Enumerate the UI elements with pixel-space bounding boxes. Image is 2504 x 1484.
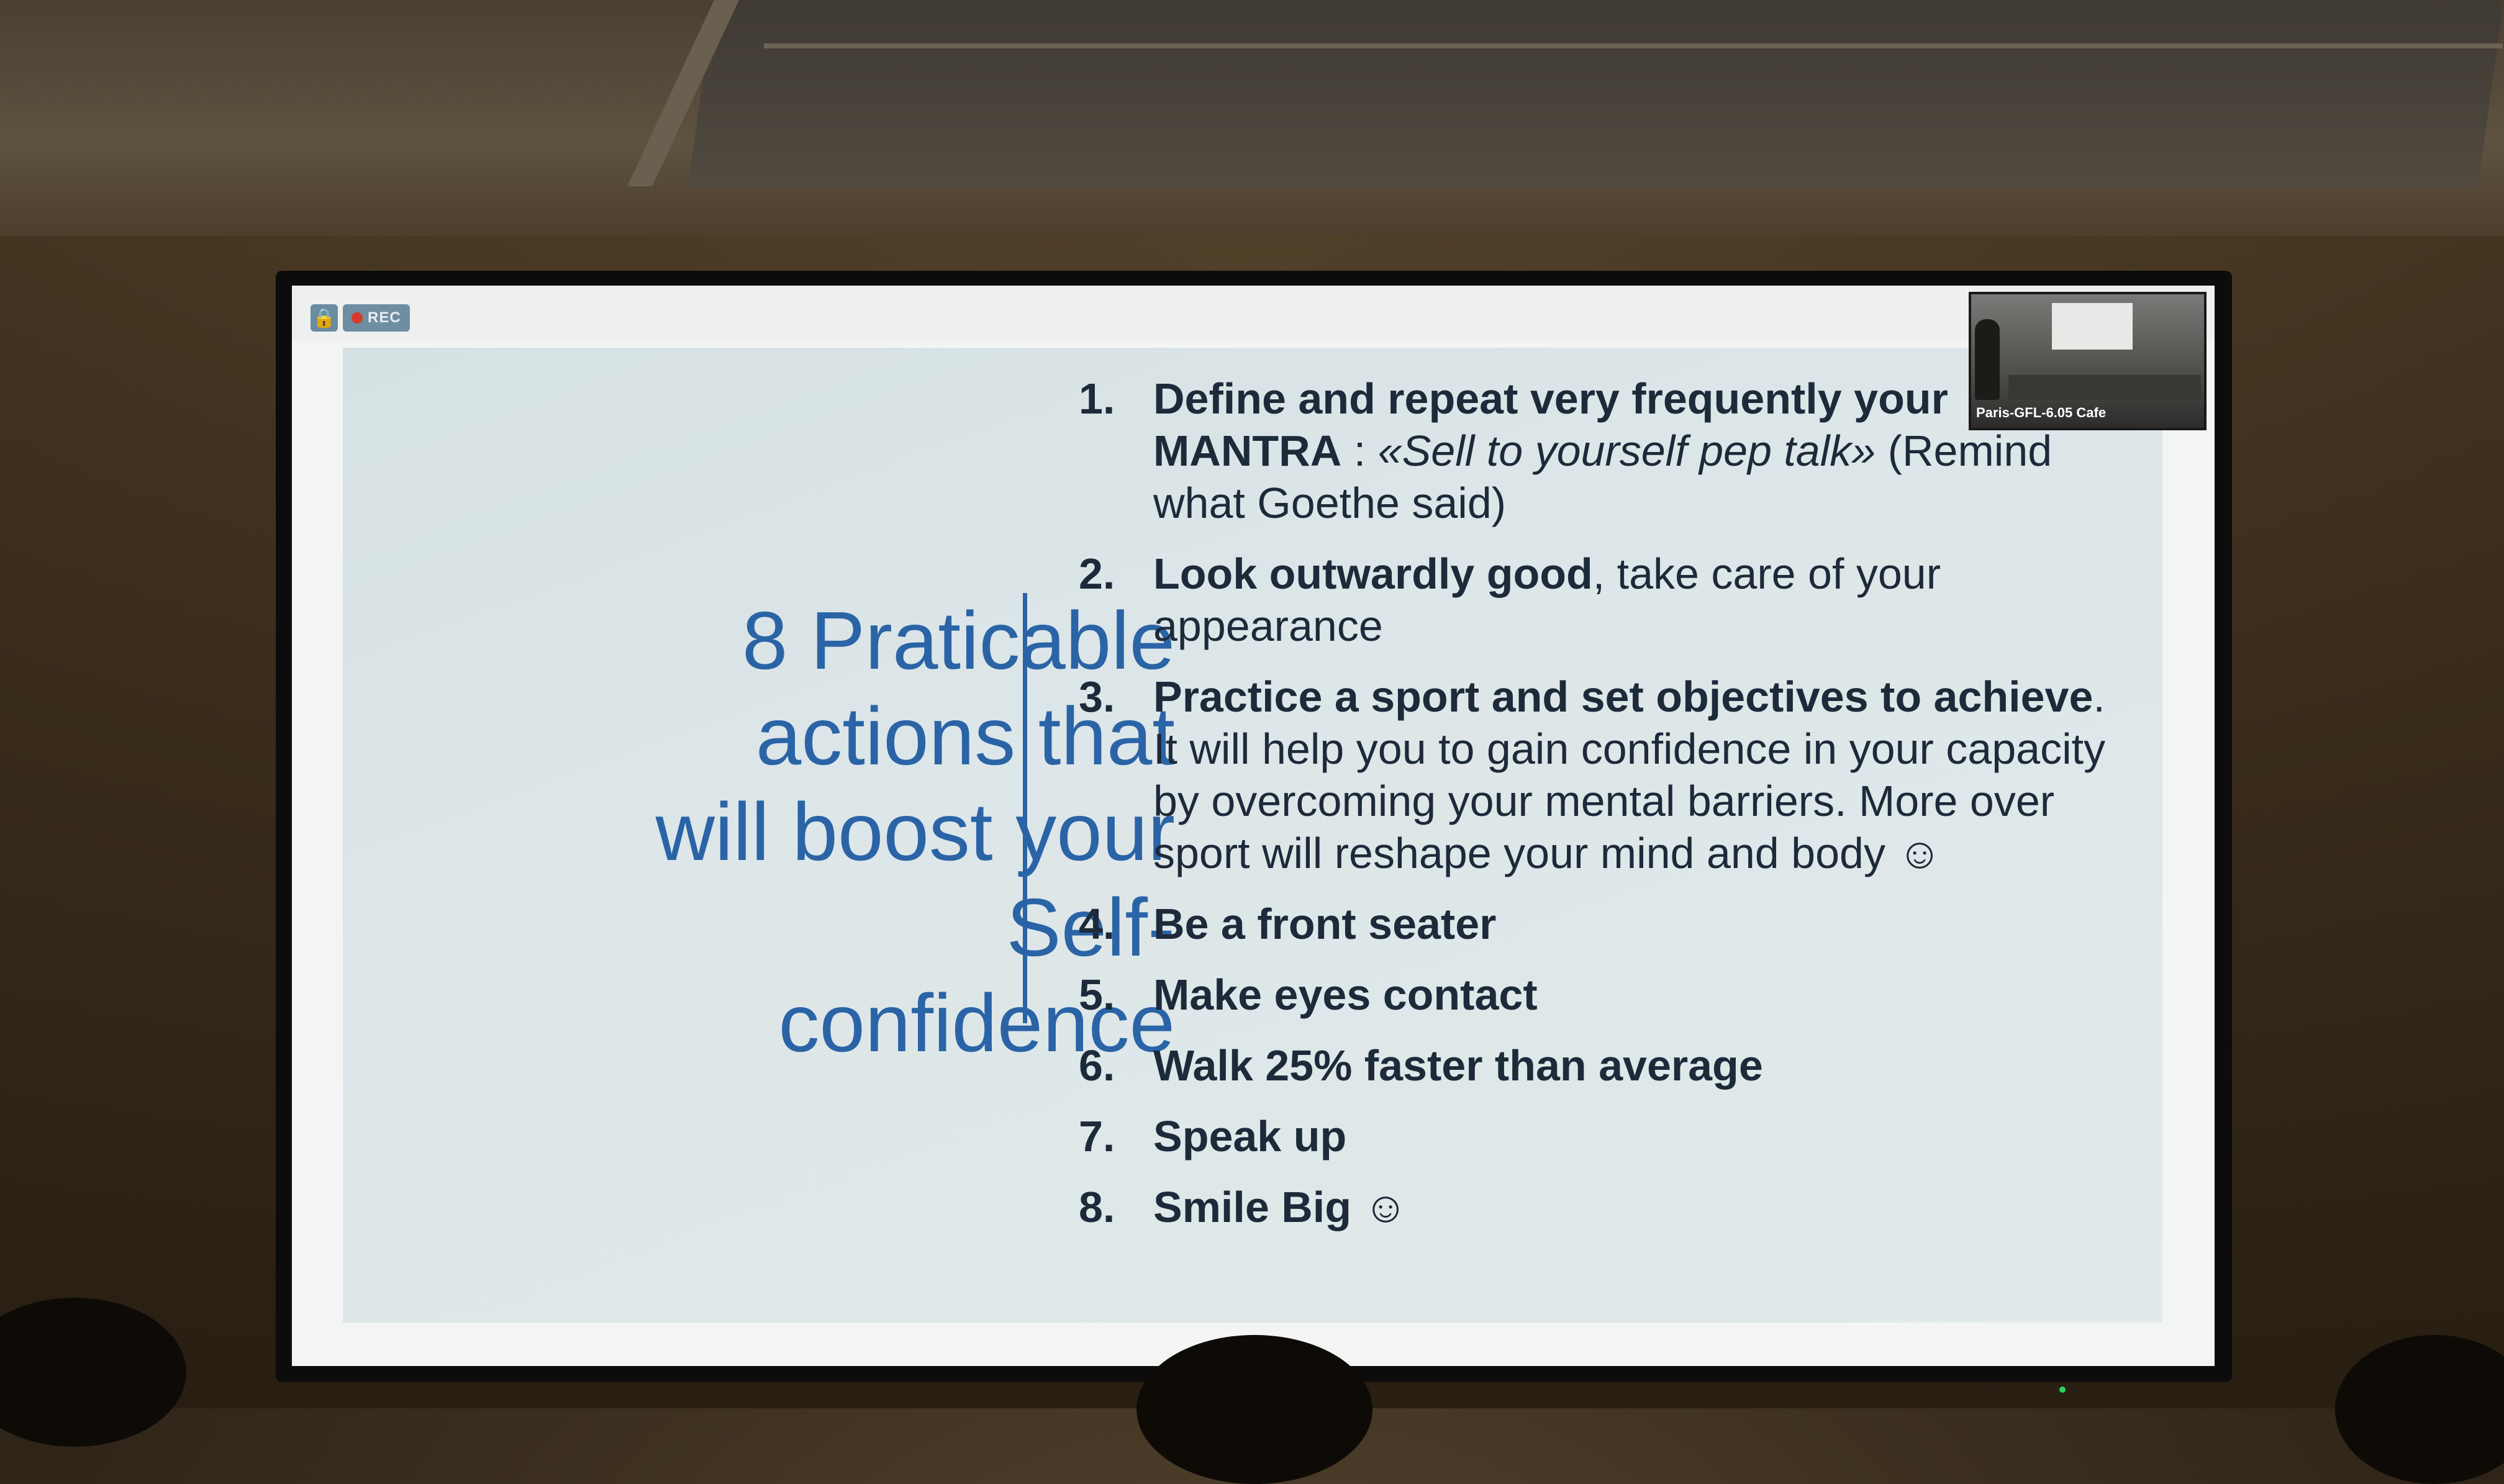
slide-title-line: confidence [778,977,1175,1069]
title-divider [1023,593,1027,1023]
item-bold: Smile Big [1153,1183,1351,1231]
list-number: 2. [1079,550,1115,598]
item-rest: (Remind what Goethe said) [1153,427,2053,527]
recording-indicator: 🔒 REC [311,304,410,332]
slide-title: 8 Praticable actions that will boost you… [405,593,1175,1071]
list-number: 7. [1079,1112,1115,1161]
list-number: 3. [1079,672,1115,721]
item-bold: Speak up [1153,1112,1347,1161]
list-number: 4. [1079,900,1115,948]
camera-whiteboard [2052,303,2133,350]
video-camera-inset[interactable]: Paris-GFL-6.05 Cafe [1969,292,2207,430]
list-item: 6. Walk 25% faster than average [1079,1039,2134,1092]
audience-head [1136,1335,1372,1484]
ceiling [0,0,2504,236]
list-item: 5. Make eyes contact [1079,969,2134,1021]
item-separator: : [1341,427,1378,475]
list-text: Smile Big ☺ [1153,1181,2134,1233]
list-number: 5. [1079,970,1115,1019]
list-text: Look outwardly good, take care of your a… [1153,548,2134,652]
item-italic: «Sell to yourself pep talk» [1377,427,1876,475]
camera-person [1975,319,2000,400]
list-text: Practice a sport and set objectives to a… [1153,671,2134,879]
slide-title-line: will boost your [655,786,1175,877]
slide-title-line: actions that [755,690,1175,782]
item-bold: Be a front seater [1153,900,1497,948]
lock-icon[interactable]: 🔒 [311,304,338,332]
list-item: 3. Practice a sport and set objectives t… [1079,671,2134,879]
item-rest: , take care of your appearance [1153,550,1941,650]
slide-title-line: Self- [1006,882,1175,973]
rec-label: REC [368,309,401,326]
list-item: 8. Smile Big ☺ [1079,1181,2134,1233]
display-screen: 🔒 REC 8 Praticable actions that will boo… [292,286,2215,1366]
list-item: 2. Look outwardly good, take care of you… [1079,548,2134,652]
slide-title-line: 8 Praticable [742,595,1175,686]
item-bold: Look outwardly good [1153,550,1593,598]
ceiling-panel [687,0,2504,186]
list-item: 4. Be a front seater [1079,898,2134,950]
item-bold: Practice a sport and set objectives to a… [1153,672,2093,721]
power-led-icon [2059,1387,2066,1393]
item-rest: ☺ [1351,1183,1408,1231]
camera-table [2008,375,2201,400]
list-number: 1. [1079,374,1115,423]
list-item: 1. Define and repeat very frequently you… [1079,373,2134,529]
item-bold: Define and repeat very frequently your M… [1153,374,1948,475]
item-rest: . It will help you to gain confidence in… [1153,672,2106,877]
camera-room-label: Paris-GFL-6.05 Cafe [1976,405,2107,420]
list-item: 7. Speak up [1079,1110,2134,1162]
list-number: 6. [1079,1041,1115,1090]
actions-list: 1. Define and repeat very frequently you… [1079,373,2134,1252]
ceiling-rail [764,43,2503,48]
item-bold: Walk 25% faster than average [1153,1041,1763,1090]
slide: 8 Praticable actions that will boost you… [343,348,2162,1323]
item-bold: Make eyes contact [1153,970,1538,1019]
list-text: Define and repeat very frequently your M… [1153,373,2134,529]
list-number: 8. [1079,1183,1115,1231]
record-dot-icon [352,312,363,323]
presentation-topbar: 🔒 REC [292,286,2215,340]
rec-badge[interactable]: REC [343,304,410,332]
